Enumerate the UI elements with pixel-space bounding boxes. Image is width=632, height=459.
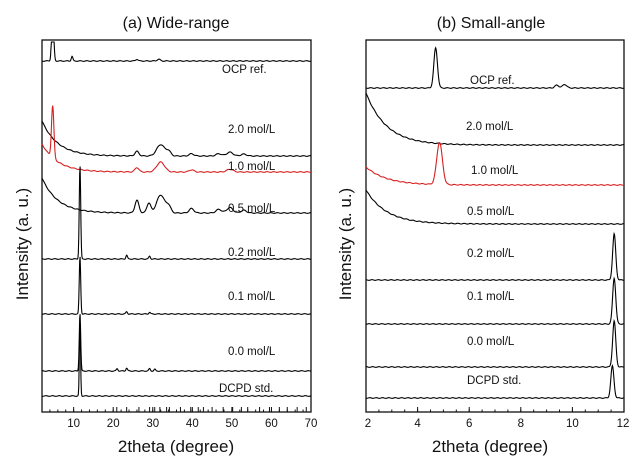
series-line-ocp-ref- <box>41 41 312 62</box>
x-tick-label: 30 <box>146 418 159 430</box>
panel-b-x-ticks: 2 4 6 8 10 12 <box>365 407 630 430</box>
x-tick-label: 10 <box>67 418 80 430</box>
panel-b-x-axis-label: 2theta (degree) <box>432 437 548 456</box>
series-line-2-0-mol-l <box>41 120 312 157</box>
series-line-dcpd-std- <box>41 323 312 397</box>
panel-b-title: (b) Small-angle <box>437 15 546 32</box>
series-line-ocp-ref- <box>365 46 625 89</box>
series-line-0-5-mol-l <box>365 189 624 225</box>
x-tick-label: 60 <box>265 418 278 430</box>
series-label: 1.0 mol/L <box>471 165 519 177</box>
series-label: DCPD std. <box>467 375 521 387</box>
panel-wide-range: (a) Wide-range Intensity (a. u.) 2theta … <box>13 15 317 456</box>
series-label: 0.1 mol/L <box>228 291 276 303</box>
series-label: 0.1 mol/L <box>467 291 515 303</box>
series-line-0-0-mol-l <box>41 314 312 372</box>
series-line-2-0-mol-l <box>365 92 625 146</box>
panel-a-series-group: OCP ref. 2.0 mol/L 1.0 mol/L 0.5 mol/L 0.2 m… <box>41 41 312 412</box>
series-label: OCP ref. <box>470 75 515 87</box>
panel-b-series-group: OCP ref. 2.0 mol/L 1.0 mol/L 0.5 mol/L 0.2 m… <box>365 46 625 399</box>
x-tick-label: 2 <box>365 418 371 430</box>
x-tick-label: 4 <box>414 418 421 430</box>
panel-a-x-ticks: 10 20 30 40 50 60 70 <box>41 407 318 430</box>
x-tick-label: 50 <box>225 418 238 430</box>
series-line-0-0-mol-l <box>365 319 625 368</box>
series-label: 0.5 mol/L <box>467 206 515 218</box>
series-label: DCPD std. <box>219 383 273 395</box>
panel-b-y-axis-label: Intensity (a. u.) <box>336 188 355 300</box>
series-label: 0.5 mol/L <box>228 203 276 215</box>
series-line-0-5-mol-l <box>41 178 311 214</box>
panel-a-title: (a) Wide-range <box>123 15 230 32</box>
x-tick-label: 40 <box>186 418 199 430</box>
x-tick-label: 70 <box>305 418 318 430</box>
series-line-dcpd-std- <box>365 363 625 399</box>
panel-small-angle: (b) Small-angle Intensity (a. u.) 2theta… <box>336 15 629 456</box>
series-label: 0.2 mol/L <box>228 247 276 259</box>
series-line-0-1-mol-l <box>365 276 625 325</box>
series-label: 0.0 mol/L <box>228 346 276 358</box>
x-tick-label: 6 <box>466 418 472 430</box>
series-line-0-2-mol-l <box>365 231 625 281</box>
series-label: 0.0 mol/L <box>467 336 515 348</box>
series-label: OCP ref. <box>222 64 267 76</box>
panel-a-x-axis-label: 2theta (degree) <box>118 437 234 456</box>
series-line-1-0-mol-l <box>41 105 312 173</box>
x-tick-label: 20 <box>107 418 120 430</box>
series-label: 2.0 mol/L <box>466 121 514 133</box>
series-label: 1.0 mol/L <box>228 161 276 173</box>
series-line-0-2-mol-l <box>41 166 312 260</box>
x-tick-label: 10 <box>566 418 579 430</box>
series-line-0-1-mol-l <box>41 256 312 315</box>
x-tick-label: 12 <box>617 418 630 430</box>
panel-a-y-axis-label: Intensity (a. u.) <box>13 188 32 300</box>
series-label: 0.2 mol/L <box>467 248 515 260</box>
panel-b-frame <box>365 39 625 413</box>
x-tick-label: 8 <box>518 418 524 430</box>
series-label: 2.0 mol/L <box>228 124 276 136</box>
series-line-1-0-mol-l <box>365 141 625 186</box>
